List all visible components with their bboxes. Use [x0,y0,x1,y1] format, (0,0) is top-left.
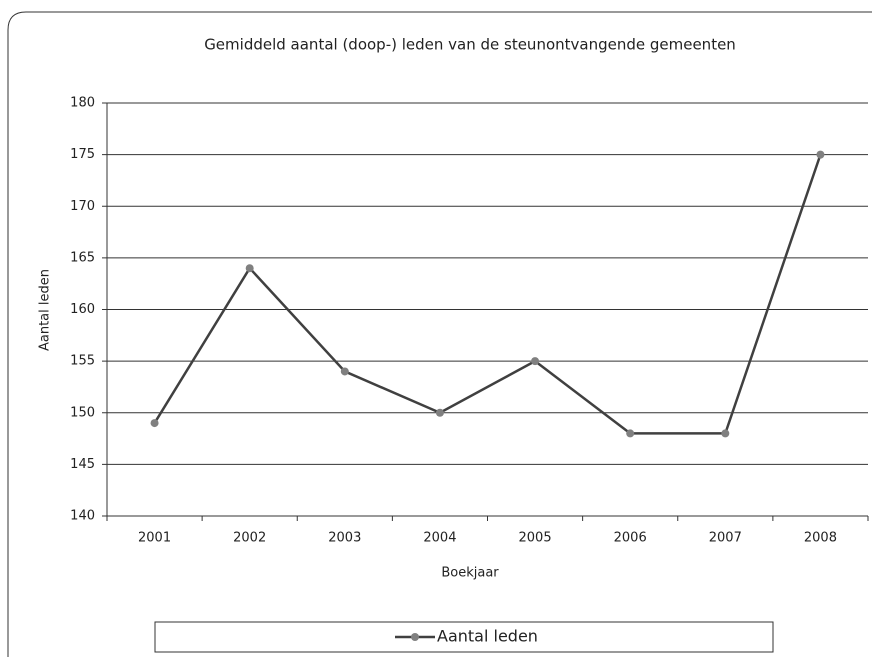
y-tick-label: 145 [70,457,95,472]
y-tick-label: 180 [70,96,95,111]
legend-label: Aantal leden [437,627,538,646]
data-point [340,367,349,376]
chart-title: Gemiddeld aantal (doop-) leden van de st… [204,36,736,54]
y-tick-label: 165 [70,250,95,265]
x-tick-label: 2006 [614,531,647,546]
y-axis-label: Aantal leden [38,269,53,351]
x-tick-label: 2007 [709,531,742,546]
x-tick-label: 2005 [519,531,552,546]
legend-marker [411,633,419,641]
data-point [721,429,730,438]
y-tick-label: 170 [70,199,95,214]
y-tick-label: 175 [70,147,95,162]
data-point [531,357,540,366]
y-tick-label: 140 [70,509,95,524]
x-tick-label: 2004 [423,531,456,546]
data-point [816,150,825,159]
y-tick-label: 160 [70,302,95,317]
data-point [626,429,635,438]
x-tick-label: 2008 [804,531,837,546]
x-axis-label: Boekjaar [441,566,499,581]
y-tick-label: 150 [70,405,95,420]
data-point [150,419,159,428]
data-point [435,408,444,417]
chart-border [7,11,872,657]
legend-box [154,621,774,653]
x-tick-label: 2001 [138,531,171,546]
series-line [153,154,822,435]
data-point [245,264,254,273]
y-tick-label: 155 [70,354,95,369]
x-tick-label: 2002 [233,531,266,546]
x-tick-label: 2003 [328,531,361,546]
